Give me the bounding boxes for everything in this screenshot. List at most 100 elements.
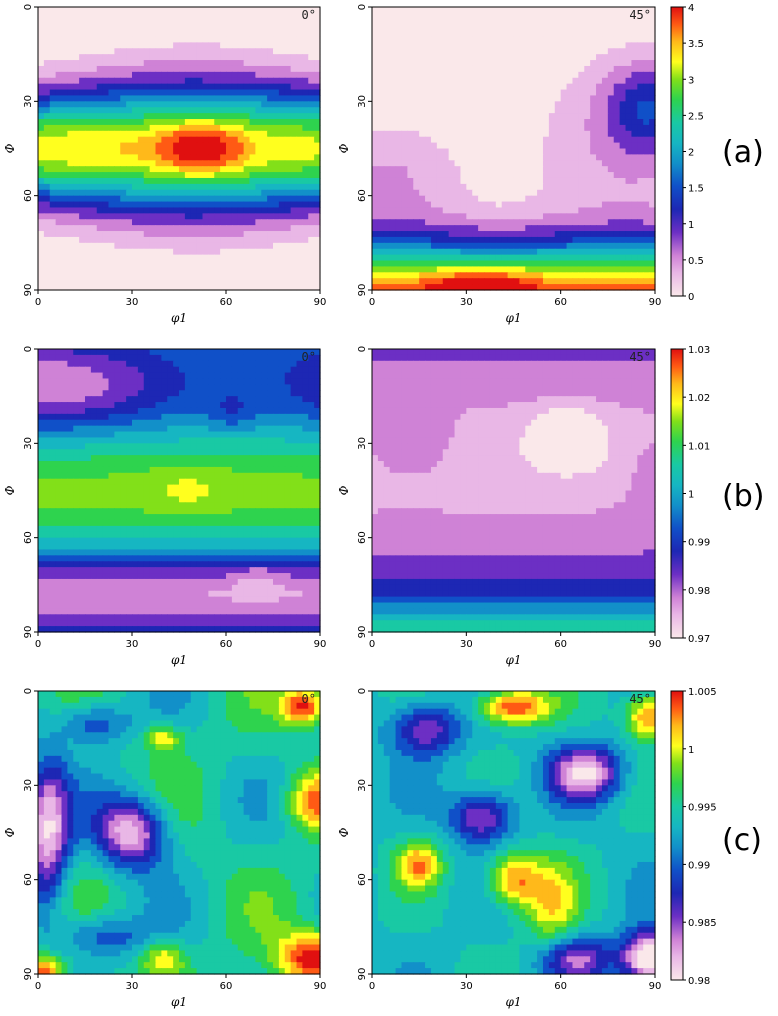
heatmap-cell bbox=[73, 148, 80, 155]
heatmap-cell bbox=[448, 183, 456, 191]
heatmap-cell bbox=[61, 48, 68, 55]
heatmap-cell bbox=[208, 231, 215, 238]
heatmap-cell bbox=[179, 278, 186, 285]
heatmap-cell bbox=[243, 225, 251, 232]
heatmap-cell bbox=[395, 284, 403, 291]
heatmap-cell bbox=[625, 272, 633, 279]
heatmap-cell bbox=[619, 166, 627, 173]
heatmap-cell bbox=[554, 225, 562, 232]
heatmap-cell bbox=[554, 189, 562, 197]
heatmap-cell bbox=[237, 284, 245, 291]
heatmap-cell bbox=[430, 207, 438, 214]
heatmap-cell bbox=[114, 136, 121, 144]
heatmap-cell bbox=[631, 177, 638, 185]
heatmap-cell bbox=[302, 360, 309, 368]
heatmap-cell bbox=[296, 42, 303, 49]
heatmap-cell bbox=[132, 95, 139, 102]
heatmap-cell bbox=[448, 130, 456, 138]
heatmap-cell bbox=[507, 236, 515, 244]
heatmap-cell bbox=[566, 95, 574, 102]
heatmap-cell bbox=[120, 148, 127, 155]
heatmap-cell bbox=[208, 384, 215, 391]
heatmap-cell bbox=[625, 248, 633, 256]
heatmap-cell bbox=[249, 48, 256, 55]
heatmap-cell bbox=[377, 272, 385, 279]
heatmap-cell bbox=[478, 18, 485, 26]
heatmap-cell bbox=[208, 18, 215, 26]
heatmap-cell bbox=[542, 219, 550, 226]
heatmap-cell bbox=[190, 65, 198, 73]
heatmap-cell bbox=[436, 213, 444, 220]
heatmap-cell bbox=[161, 225, 168, 232]
heatmap-cell bbox=[155, 101, 162, 108]
heatmap-cell bbox=[267, 384, 274, 391]
heatmap-cell bbox=[179, 213, 186, 220]
heatmap-cell bbox=[278, 366, 286, 374]
heatmap-cell bbox=[278, 24, 286, 32]
heatmap-cell bbox=[255, 7, 262, 14]
heatmap-cell bbox=[202, 83, 209, 91]
heatmap-cell bbox=[85, 18, 92, 26]
heatmap-cell bbox=[96, 18, 104, 26]
heatmap-cell bbox=[578, 177, 585, 185]
heatmap-cell bbox=[478, 136, 485, 144]
heatmap-cell bbox=[430, 266, 438, 273]
heatmap-cell bbox=[643, 201, 650, 209]
heatmap-cell bbox=[261, 166, 268, 173]
heatmap-cell bbox=[531, 119, 538, 126]
heatmap-cell bbox=[132, 172, 139, 179]
heatmap-cell bbox=[220, 107, 227, 114]
heatmap-cell bbox=[454, 71, 462, 79]
heatmap-cell bbox=[167, 7, 174, 14]
heatmap-cell bbox=[372, 48, 379, 55]
heatmap-cell bbox=[290, 71, 298, 79]
heatmap-cell bbox=[419, 42, 426, 49]
heatmap-cell bbox=[631, 142, 638, 150]
heatmap-cell bbox=[184, 18, 192, 26]
heatmap-cell bbox=[643, 183, 650, 191]
heatmap-cell bbox=[38, 7, 45, 14]
heatmap-cell bbox=[442, 195, 450, 203]
heatmap-cell bbox=[173, 142, 180, 150]
heatmap-cell bbox=[466, 36, 473, 43]
heatmap-cell bbox=[507, 284, 515, 291]
heatmap-cell bbox=[38, 278, 45, 285]
heatmap-cell bbox=[255, 119, 262, 126]
heatmap-cell bbox=[637, 83, 644, 91]
heatmap-cell bbox=[184, 148, 192, 155]
heatmap-cell bbox=[284, 54, 292, 61]
heatmap-cell bbox=[161, 77, 168, 85]
heatmap-cell bbox=[413, 12, 420, 20]
heatmap-cell bbox=[495, 236, 503, 244]
heatmap-cell bbox=[377, 177, 385, 185]
heatmap-cell bbox=[425, 278, 432, 285]
heatmap-cell bbox=[143, 266, 151, 273]
heatmap-cell bbox=[478, 166, 485, 173]
heatmap-cell bbox=[619, 65, 627, 73]
heatmap-cell bbox=[566, 201, 574, 209]
heatmap-cell bbox=[273, 24, 280, 32]
heatmap-cell bbox=[601, 48, 609, 55]
heatmap-cell bbox=[267, 136, 274, 144]
heatmap-cell bbox=[179, 142, 186, 150]
heatmap-cell bbox=[578, 172, 585, 179]
heatmap-cell bbox=[407, 236, 414, 244]
heatmap-cell bbox=[613, 266, 621, 273]
heatmap-cell bbox=[401, 89, 408, 97]
heatmap-cell bbox=[607, 18, 615, 26]
heatmap-cell bbox=[267, 36, 274, 43]
heatmap-cell bbox=[237, 12, 245, 20]
heatmap-cell bbox=[220, 83, 227, 91]
heatmap-cell bbox=[314, 77, 321, 85]
heatmap-cell bbox=[584, 195, 591, 203]
heatmap-cell bbox=[489, 60, 497, 67]
heatmap-cell bbox=[460, 219, 467, 226]
heatmap-cell bbox=[542, 272, 550, 279]
heatmap-cell bbox=[377, 124, 385, 132]
heatmap-cell bbox=[126, 65, 133, 73]
heatmap-cell bbox=[143, 71, 151, 79]
heatmap-cell bbox=[161, 142, 168, 150]
heatmap-cell bbox=[90, 378, 98, 385]
heatmap-cell bbox=[377, 260, 385, 268]
